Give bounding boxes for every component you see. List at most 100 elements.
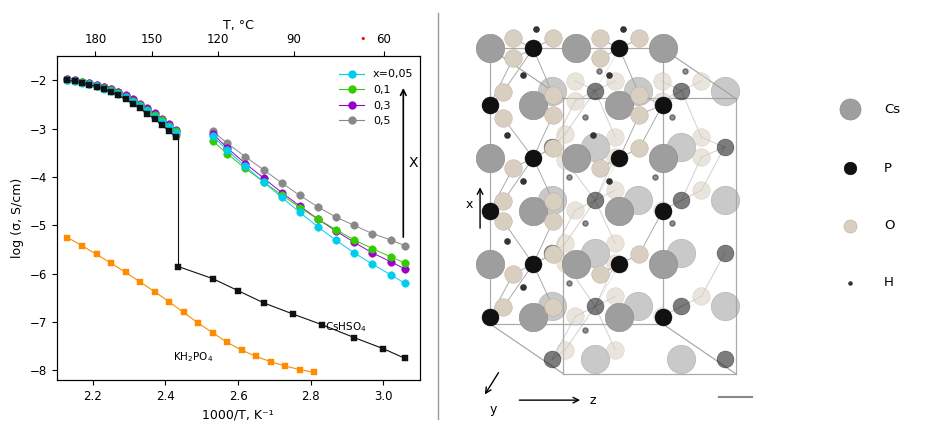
Point (612, 314, 627, 321)
Point (516, 72, 531, 79)
Point (842, 165, 857, 172)
Point (612, 207, 627, 214)
Point (717, 144, 732, 151)
Point (717, 356, 732, 363)
Point (569, 155, 584, 162)
Point (578, 220, 593, 227)
Point (545, 111, 560, 118)
Point (558, 260, 573, 267)
Point (545, 218, 560, 225)
Point (525, 155, 540, 162)
Point (545, 197, 560, 204)
Point (483, 207, 498, 214)
Point (631, 197, 646, 204)
Point (558, 346, 573, 353)
Point (545, 304, 560, 311)
Point (592, 165, 607, 172)
Point (569, 45, 584, 52)
Point (631, 87, 646, 94)
Point (525, 260, 540, 267)
Point (632, 111, 647, 118)
Text: z: z (589, 394, 596, 407)
Point (842, 222, 857, 229)
Point (558, 157, 573, 164)
Point (612, 260, 627, 267)
Point (694, 154, 709, 161)
Point (842, 279, 857, 286)
Point (612, 45, 627, 52)
Point (602, 72, 617, 79)
Point (569, 260, 584, 267)
Text: KH$_2$PO$_4$: KH$_2$PO$_4$ (173, 350, 213, 364)
Point (602, 178, 617, 184)
Point (483, 314, 498, 321)
Point (674, 197, 689, 204)
Point (591, 67, 606, 74)
Point (558, 130, 573, 137)
Point (578, 326, 593, 333)
Point (592, 270, 607, 277)
Point (499, 238, 514, 245)
Point (664, 220, 679, 227)
Point (654, 313, 670, 320)
Point (561, 174, 576, 181)
Point (655, 45, 670, 52)
Point (525, 207, 540, 214)
Point (568, 207, 583, 214)
Point (717, 197, 732, 204)
Point (496, 304, 511, 311)
Y-axis label: log (σ, S/cm): log (σ, S/cm) (11, 178, 24, 258)
Point (545, 251, 560, 257)
Point (483, 45, 498, 52)
Point (607, 240, 622, 247)
Legend: x=0,05, 0,1, 0,3, 0,5: x=0,05, 0,1, 0,3, 0,5 (335, 65, 418, 130)
Point (607, 293, 622, 300)
Point (587, 356, 603, 363)
Point (717, 250, 732, 257)
Point (505, 35, 521, 42)
Point (496, 114, 511, 121)
Point (632, 35, 647, 42)
Point (578, 114, 593, 121)
Point (631, 303, 646, 310)
Point (655, 260, 670, 267)
Point (607, 134, 622, 141)
Text: H: H (884, 276, 894, 289)
Point (674, 144, 689, 151)
Point (674, 356, 689, 363)
Point (647, 174, 662, 181)
Point (615, 25, 630, 32)
X-axis label: 1000/T, K⁻¹: 1000/T, K⁻¹ (203, 408, 273, 422)
Point (632, 92, 647, 98)
Point (496, 218, 511, 225)
Point (587, 250, 603, 257)
Point (545, 145, 560, 152)
Point (694, 134, 709, 141)
Point (612, 155, 627, 162)
Point (674, 250, 689, 257)
Point (558, 240, 573, 247)
Point (607, 346, 622, 353)
Point (544, 87, 559, 94)
Point (655, 207, 670, 214)
Point (587, 87, 603, 94)
Point (516, 178, 531, 184)
Point (544, 303, 559, 310)
Point (674, 87, 689, 94)
Point (655, 102, 670, 108)
Point (654, 77, 670, 84)
Point (694, 77, 709, 84)
X-axis label: T, °C: T, °C (223, 19, 254, 32)
Point (694, 187, 709, 194)
Point (505, 165, 521, 172)
Point (655, 314, 670, 321)
Point (632, 251, 647, 257)
Text: x: x (466, 198, 473, 211)
Point (496, 197, 511, 204)
Text: •: • (359, 34, 366, 44)
Point (587, 303, 603, 310)
Point (525, 102, 540, 108)
Point (612, 102, 627, 108)
Text: O: O (884, 219, 895, 232)
Text: P: P (884, 162, 892, 175)
